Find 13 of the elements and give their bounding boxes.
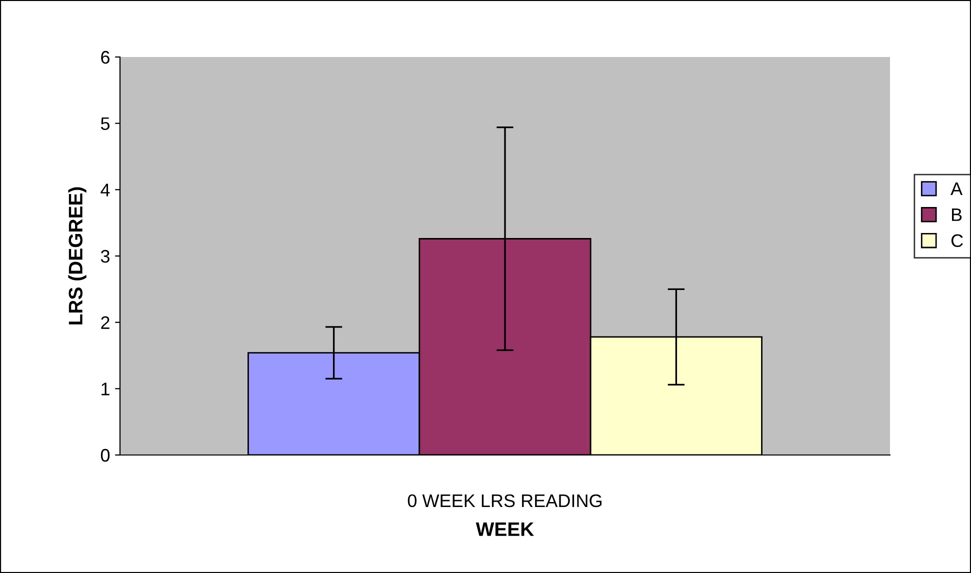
- legend-label: B: [952, 208, 962, 221]
- x-axis-title: WEEK: [476, 522, 534, 536]
- legend-label: A: [950, 182, 963, 195]
- y-tick-label: 2: [101, 316, 110, 329]
- x-tick-label: 0 WEEK LRS READING: [408, 494, 602, 508]
- y-tick-label: 6: [101, 50, 110, 64]
- y-tick-label: 4: [100, 184, 110, 196]
- y-tick-label: 5: [100, 117, 110, 130]
- y-axis-title: LRS (DEGREE): [68, 187, 86, 324]
- y-tick-label: 1: [102, 382, 110, 396]
- y-tick-label: 0: [100, 448, 110, 462]
- legend-label: C: [951, 234, 963, 248]
- y-tick-label: 3: [100, 250, 110, 263]
